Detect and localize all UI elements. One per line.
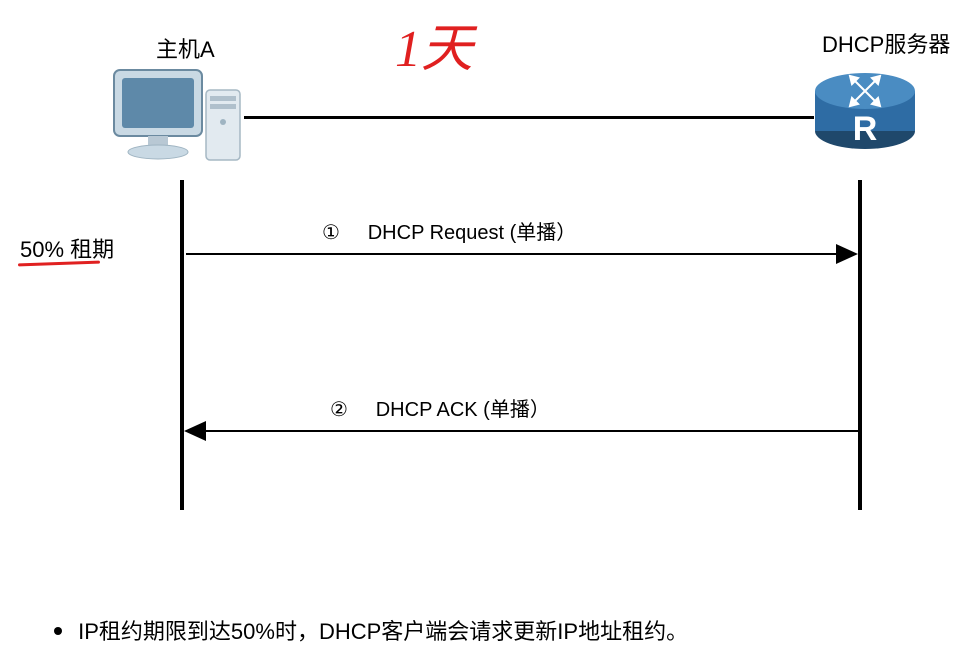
msg1-arrowhead (836, 244, 858, 264)
msg2-num: ② (330, 397, 348, 422)
msg1-row: ① DHCP Request (单播） (322, 216, 576, 245)
msg1-arrow-line (186, 253, 838, 255)
host-a-label: 主机A (156, 32, 215, 64)
msg1-text: DHCP Request (单播） (368, 222, 577, 244)
link-line (244, 116, 814, 119)
computer-icon (110, 62, 250, 172)
host-timeline (180, 180, 184, 510)
msg2-text: DHCP ACK (单播） (376, 399, 550, 421)
msg2-row: ② DHCP ACK (单播） (330, 393, 550, 422)
lease-percent-label: 50% 租期 (20, 232, 114, 264)
svg-text:R: R (853, 110, 878, 148)
msg1-num: ① (322, 220, 340, 245)
server-timeline (858, 180, 862, 510)
handwriting-annotation: 1天 (395, 6, 473, 81)
router-icon: R (810, 56, 920, 156)
bullet-dot (54, 627, 62, 635)
bullet-text: IP租约期限到达50%时，DHCP客户端会请求更新IP地址租约。 (78, 619, 688, 644)
msg2-arrow-line (204, 430, 860, 432)
dhcp-server-label: DHCP服务器 (822, 27, 950, 59)
msg2-arrowhead (184, 421, 206, 441)
bullet-description: IP租约期限到达50%时，DHCP客户端会请求更新IP地址租约。 (54, 614, 688, 646)
